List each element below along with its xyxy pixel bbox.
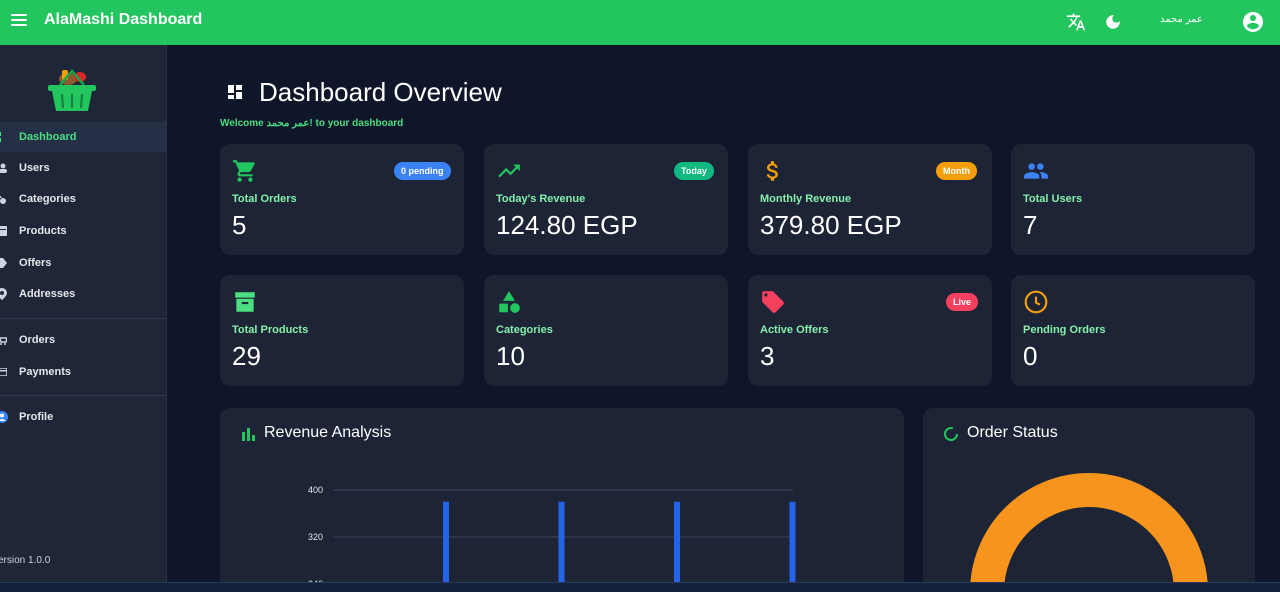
revenue-analysis-panel: Revenue Analysis 400320240 [220, 408, 904, 592]
stat-card-pending-orders[interactable]: Pending Orders 0 [1011, 275, 1255, 386]
sidebar-item-profile[interactable]: Profile [0, 402, 166, 432]
stat-card-total-users[interactable]: Total Users 7 [1011, 144, 1255, 255]
archive-icon [232, 289, 258, 315]
stat-card-total-products[interactable]: Total Products 29 [220, 275, 464, 386]
sidebar-item-label: Profile [19, 411, 54, 423]
refresh-icon [943, 426, 959, 442]
shapes-icon [496, 289, 522, 315]
users-icon [0, 162, 8, 174]
products-icon [0, 225, 8, 237]
card-value: 3 [760, 341, 775, 371]
sidebar-item-users[interactable]: Users [0, 153, 166, 183]
y-tick-label: 320 [308, 532, 323, 542]
card-icon [0, 366, 8, 378]
bar-chart-icon [240, 426, 256, 442]
app-title[interactable]: AlaMashi Dashboard [44, 11, 203, 28]
status-badge: 0 pending [394, 162, 451, 180]
card-label: Today's Revenue [496, 193, 586, 205]
card-value: 7 [1023, 210, 1038, 240]
dashboard-icon [0, 131, 8, 143]
tag-icon [760, 289, 786, 315]
sidebar-item-label: Dashboard [19, 131, 77, 143]
users-icon [1023, 158, 1049, 184]
card-label: Active Offers [760, 324, 829, 336]
user-name[interactable]: عمر محمد [1160, 14, 1203, 25]
card-value: 10 [496, 341, 525, 371]
card-value: 379.80 EGP [760, 210, 902, 240]
stat-card-todays-revenue[interactable]: Today Today's Revenue 124.80 EGP [484, 144, 728, 255]
revenue-bar[interactable] [558, 501, 565, 592]
sidebar-item-orders[interactable]: Orders [0, 325, 166, 355]
revenue-bar[interactable] [674, 501, 680, 592]
top-bar: AlaMashi Dashboard عمر محمد [0, 0, 1280, 45]
sidebar-item-label: Addresses [19, 288, 76, 300]
revenue-chart: 400320240 [308, 485, 796, 592]
panel-title: Revenue Analysis [264, 424, 392, 441]
cart-icon [232, 158, 258, 184]
sidebar-item-label: Offers [19, 257, 52, 269]
card-label: Total Users [1023, 193, 1083, 205]
card-value: 29 [232, 341, 261, 371]
dollar-icon [760, 158, 786, 184]
status-badge: Today [674, 162, 714, 180]
sidebar-item-addresses[interactable]: Addresses [0, 279, 166, 309]
page-title: Dashboard Overview [259, 77, 502, 107]
offers-icon [0, 257, 8, 269]
panel-title: Order Status [967, 424, 1058, 441]
card-value: 5 [232, 210, 247, 240]
hamburger-icon[interactable] [11, 14, 27, 26]
version-text: ersion 1.0.0 [0, 555, 51, 566]
stat-card-active-offers[interactable]: Live Active Offers 3 [748, 275, 992, 386]
sidebar-item-label: Orders [19, 334, 56, 346]
os-taskbar [0, 582, 1280, 592]
card-label: Monthly Revenue [760, 193, 852, 205]
sidebar-item-label: Payments [19, 366, 71, 378]
card-value: 0 [1023, 341, 1038, 371]
stat-card-monthly-revenue[interactable]: Month Monthly Revenue 379.80 EGP [748, 144, 992, 255]
sidebar-divider [0, 318, 166, 319]
sidebar-item-dashboard[interactable]: Dashboard [0, 122, 166, 152]
account-icon[interactable] [1241, 10, 1265, 34]
sidebar-item-categories[interactable]: Categories [0, 184, 166, 214]
sidebar-item-payments[interactable]: Payments [0, 357, 166, 387]
revenue-bar[interactable] [789, 501, 796, 592]
sidebar-item-label: Products [19, 225, 67, 237]
welcome-text: Welcome عمر محمد! to your dashboard [220, 118, 404, 129]
status-badge: Month [936, 162, 977, 180]
sidebar: Dashboard Users Categories Products Offe… [0, 45, 167, 592]
clock-icon [1023, 289, 1049, 315]
profile-icon [0, 411, 8, 423]
card-label: Categories [496, 324, 553, 336]
revenue-bar[interactable] [443, 501, 449, 592]
sidebar-divider [0, 395, 166, 396]
order-status-panel: Order Status [923, 408, 1255, 592]
translate-icon[interactable] [1064, 10, 1088, 34]
stat-card-categories[interactable]: Categories 10 [484, 275, 728, 386]
card-label: Total Orders [232, 193, 297, 205]
cart-icon [0, 334, 8, 346]
dark-mode-icon[interactable] [1101, 10, 1125, 34]
categories-icon [0, 193, 8, 205]
status-badge: Live [946, 293, 979, 311]
card-label: Pending Orders [1023, 324, 1106, 336]
sidebar-item-products[interactable]: Products [0, 216, 166, 246]
basket-logo [46, 67, 98, 113]
donut-segment [970, 473, 1208, 592]
trending-up-icon [496, 158, 522, 184]
sidebar-item-offers[interactable]: Offers [0, 248, 166, 278]
sidebar-item-label: Categories [19, 193, 76, 205]
grid-icon [228, 85, 242, 99]
order-status-donut [970, 473, 1208, 592]
y-tick-label: 400 [308, 485, 323, 495]
card-value: 124.80 EGP [496, 210, 638, 240]
stat-card-total-orders[interactable]: 0 pending Total Orders 5 [220, 144, 464, 255]
sidebar-item-label: Users [19, 162, 50, 174]
card-label: Total Products [232, 324, 309, 336]
location-icon [0, 288, 8, 300]
